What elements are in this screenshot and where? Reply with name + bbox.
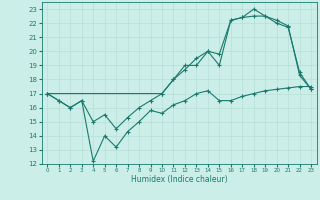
- X-axis label: Humidex (Indice chaleur): Humidex (Indice chaleur): [131, 175, 228, 184]
